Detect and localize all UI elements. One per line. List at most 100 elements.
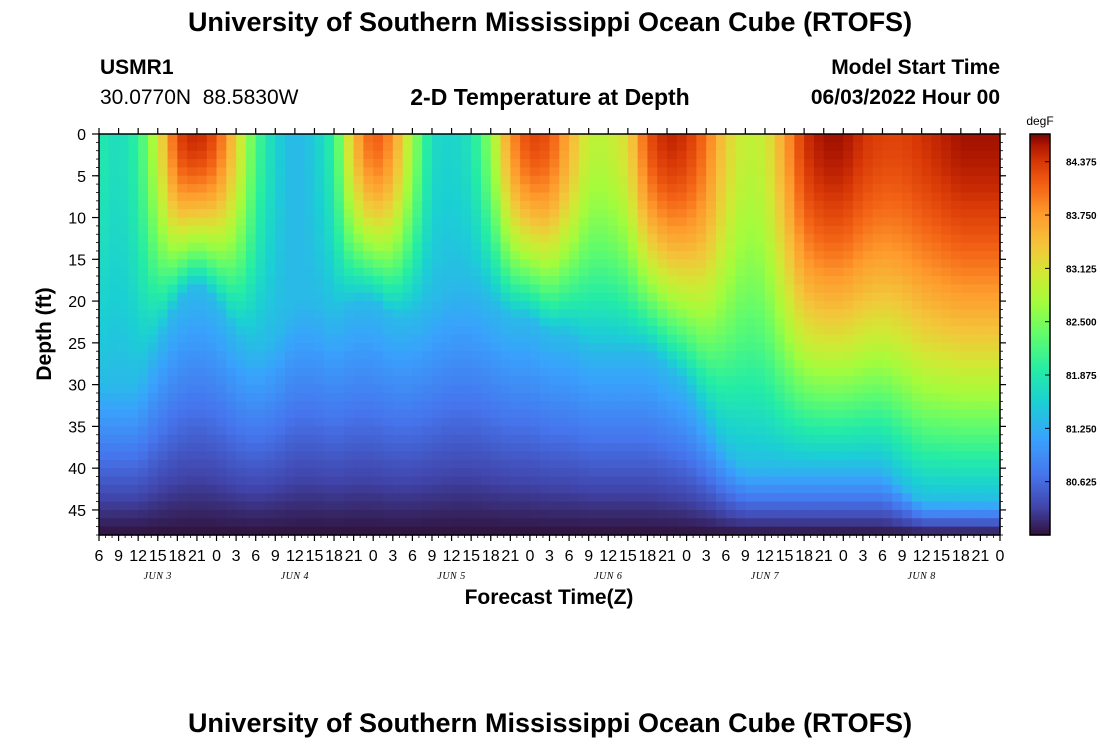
heatmap-cell: [980, 267, 991, 277]
heatmap-cell: [559, 234, 570, 244]
heatmap-cell: [588, 317, 600, 327]
heatmap-cell: [373, 434, 384, 444]
colorbar-segment: [1030, 141, 1050, 145]
heatmap-cell: [343, 359, 355, 369]
heatmap-cell: [960, 359, 972, 369]
heatmap-cell: [892, 434, 903, 444]
heatmap-cell: [529, 418, 541, 427]
heatmap-cell: [510, 392, 521, 402]
heatmap-cell: [755, 326, 766, 336]
heatmap-cell: [970, 276, 982, 285]
heatmap-cell: [353, 134, 365, 143]
heatmap-cell: [696, 392, 707, 402]
heatmap-cell: [108, 309, 120, 319]
heatmap-cell: [392, 142, 404, 152]
heatmap-cell: [402, 484, 413, 494]
heatmap-cell: [314, 225, 325, 235]
heatmap-cell: [216, 434, 227, 444]
heatmap-cell: [451, 468, 462, 478]
heatmap-cell: [441, 384, 453, 394]
heatmap-cell: [265, 175, 276, 185]
heatmap-cell: [921, 309, 933, 319]
heatmap-cell: [294, 217, 306, 227]
heatmap-cell: [216, 209, 227, 219]
heatmap-cell: [520, 184, 531, 194]
heatmap-cell: [794, 376, 805, 386]
heatmap-cell: [236, 292, 247, 302]
heatmap-cell: [931, 359, 942, 369]
heatmap-cell: [833, 418, 844, 427]
heatmap-cell: [255, 418, 267, 427]
heatmap-cell: [931, 242, 942, 252]
heatmap-cell: [833, 276, 844, 285]
heatmap-cell: [853, 426, 864, 436]
heatmap-cell: [118, 401, 129, 411]
heatmap-cell: [735, 468, 746, 478]
heatmap-cell: [529, 242, 541, 252]
heatmap-cell: [813, 192, 825, 202]
heatmap-cell: [157, 167, 169, 177]
heatmap-cell: [471, 242, 482, 252]
heatmap-cell: [187, 468, 198, 478]
x-tick-label: 18: [639, 548, 657, 565]
heatmap-cell: [608, 459, 619, 469]
heatmap-cell: [128, 526, 139, 536]
heatmap-cell: [755, 292, 766, 302]
heatmap-cell: [265, 267, 276, 277]
heatmap-cell: [657, 159, 668, 169]
heatmap-cell: [970, 175, 982, 185]
heatmap-cell: [500, 326, 511, 336]
heatmap-cell: [520, 418, 531, 427]
heatmap-cell: [823, 292, 835, 302]
heatmap-cell: [637, 292, 649, 302]
heatmap-cell: [539, 192, 551, 202]
heatmap-cell: [412, 392, 423, 402]
heatmap-cell: [196, 200, 208, 210]
heatmap-cell: [480, 409, 492, 419]
heatmap-cell: [559, 217, 570, 227]
heatmap-cell: [833, 493, 844, 503]
heatmap-cell: [755, 167, 766, 177]
heatmap-cell: [334, 518, 345, 528]
heatmap-cell: [794, 267, 805, 277]
heatmap-cell: [236, 234, 247, 244]
heatmap-cell: [255, 284, 267, 294]
heatmap-cell: [490, 359, 502, 369]
heatmap-cell: [363, 134, 374, 143]
colorbar-segment: [1030, 179, 1050, 183]
heatmap-cell: [177, 284, 188, 294]
heatmap-cell: [804, 367, 815, 377]
heatmap-cell: [275, 326, 286, 336]
heatmap-cell: [157, 200, 169, 210]
heatmap-cell: [911, 468, 923, 478]
heatmap-cell: [774, 409, 786, 419]
heatmap-cell: [334, 443, 345, 453]
heatmap-cell: [764, 526, 776, 536]
heatmap-cell: [324, 326, 335, 336]
heatmap-cell: [882, 451, 893, 461]
heatmap-cell: [324, 334, 335, 344]
heatmap-cell: [314, 192, 325, 202]
heatmap-cell: [960, 209, 972, 219]
heatmap-cell: [911, 518, 923, 528]
heatmap-cell: [324, 301, 335, 311]
heatmap-cell: [862, 134, 874, 143]
heatmap-cell: [500, 484, 511, 494]
heatmap-cell: [696, 342, 707, 352]
heatmap-cell: [441, 276, 453, 285]
heatmap-cell: [500, 134, 511, 143]
heatmap-cell: [588, 167, 600, 177]
heatmap-cell: [363, 367, 374, 377]
heatmap-cell: [177, 209, 188, 219]
heatmap-cell: [578, 225, 590, 235]
colorbar-segment: [1030, 417, 1050, 421]
heatmap-cell: [147, 225, 159, 235]
heatmap-cell: [206, 409, 218, 419]
heatmap-cell: [764, 326, 776, 336]
heatmap-cell: [245, 367, 257, 377]
heatmap-cell: [588, 301, 600, 311]
heatmap-cell: [206, 518, 218, 528]
heatmap-cell: [157, 259, 169, 269]
heatmap-cell: [167, 392, 178, 402]
heatmap-cell: [226, 267, 237, 277]
